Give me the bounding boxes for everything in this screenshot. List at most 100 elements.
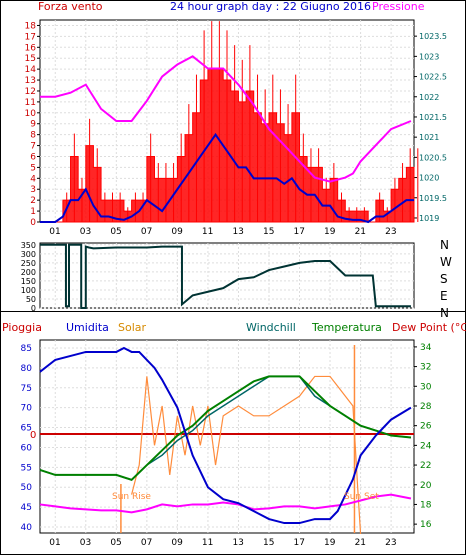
climate-panel: 40 45 50 55 60 65 70 75 80 85 16 18 20 22 24 26 28 30 32 3… (21, 339, 432, 548)
pressure-legend-label: Pressione (372, 0, 425, 13)
top-x-tick-label: 23 (385, 227, 396, 237)
top-x-axis: 01 03 05 07 09 11 13 15 17 19 21 23 (49, 227, 396, 237)
direction-plot-area (39, 242, 415, 309)
legend-humidity: Umidita (66, 321, 109, 334)
direction-left-tick-label: 0 (31, 304, 36, 313)
bottom-left-tick-label: 50 (21, 483, 33, 493)
top-right-tick-label: 1020.5 (419, 153, 447, 162)
bottom-right-tick-label: 30 (420, 382, 432, 392)
top-left-tick-label: 5 (30, 163, 36, 173)
direction-compass-label: N (440, 238, 449, 252)
bottom-right-axis: 16 18 20 22 24 26 28 30 32 34 (414, 343, 432, 530)
temperature-line (39, 375, 412, 481)
bottom-x-tick-label: 17 (294, 538, 305, 548)
bottom-right-tick-label: 28 (420, 402, 432, 412)
direction-compass-label: E (440, 289, 448, 303)
bottom-left-axis: 40 45 50 55 60 65 70 75 80 85 (21, 344, 33, 533)
bottom-series (39, 345, 414, 535)
top-x-tick-label: 17 (294, 227, 305, 237)
top-right-tick-label: 1021.5 (419, 113, 447, 122)
direction-compass-label: W (440, 255, 452, 269)
bottom-right-tick-label: 32 (420, 363, 431, 373)
bottom-right-tick-label: 26 (420, 422, 432, 432)
top-right-axis: 1019 1019.5 1020 1020.5 1021 1021.5 1022 1022.5… (414, 32, 447, 223)
top-left-tick-label: 0 (30, 218, 36, 228)
top-x-tick-label: 19 (324, 227, 336, 237)
bottom-left-tick-label: 80 (21, 364, 33, 374)
dew-point-line (39, 493, 412, 514)
direction-left-tick-label: 150 (21, 277, 36, 286)
top-right-tick-label: 1023 (419, 52, 439, 61)
bottom-left-tick-label: 40 (21, 523, 33, 533)
bottom-x-tick-label: 03 (80, 538, 91, 548)
top-left-tick-label: 17 (25, 32, 36, 42)
legend-temperature: Temperatura (311, 321, 382, 334)
top-series (40, 21, 419, 224)
bottom-left-tick-label: 45 (21, 503, 32, 513)
top-right-tick-label: 1019 (419, 214, 439, 223)
bottom-x-axis: 01 03 05 07 09 11 13 15 17 19 21 23 (49, 538, 396, 548)
bottom-grid (40, 340, 414, 533)
bottom-left-tick-label: 75 (21, 384, 32, 394)
bottom-x-tick-label: 15 (263, 538, 274, 548)
top-left-tick-label: 6 (30, 152, 36, 162)
legend-windchill: Windchill (246, 321, 296, 334)
bottom-x-tick-label: 07 (141, 538, 152, 548)
bottom-left-tick-label: 70 (21, 404, 33, 414)
bottom-right-tick-label: 18 (420, 500, 432, 510)
bottom-left-tick-label: 55 (21, 463, 32, 473)
wind-direction-line (40, 243, 411, 309)
direction-series (40, 243, 411, 309)
sunrise-annotation: Sun Rise (112, 492, 151, 502)
bottom-x-tick-label: 01 (49, 538, 60, 548)
rain-zero-label: 0 (30, 430, 36, 441)
top-left-tick-label: 3 (30, 185, 36, 195)
bottom-x-tick-label: 05 (110, 538, 121, 548)
bottom-left-tick-label: 85 (21, 344, 32, 354)
top-right-tick-label: 1022.5 (419, 73, 447, 82)
top-left-tick-label: 9 (30, 120, 36, 130)
top-x-tick-label: 09 (171, 227, 183, 237)
bottom-plot-area (39, 339, 415, 534)
bottom-right-tick-label: 22 (420, 461, 431, 471)
top-x-tick-label: 07 (141, 227, 152, 237)
direction-left-tick-label: 200 (21, 268, 36, 277)
bottom-right-tick-label: 16 (420, 520, 432, 530)
bottom-x-tick-label: 13 (232, 538, 243, 548)
top-left-tick-label: 18 (25, 21, 37, 31)
top-x-tick-label: 01 (49, 227, 60, 237)
wind-legend-label: Forza vento (38, 0, 103, 13)
bottom-x-tick-label: 23 (385, 538, 396, 548)
legend-solar: Solar (118, 321, 147, 334)
top-left-tick-label: 4 (30, 174, 36, 184)
top-x-tick-label: 15 (263, 227, 274, 237)
top-left-tick-label: 2 (30, 196, 36, 206)
top-left-tick-label: 15 (25, 54, 36, 64)
sunset-annotation: Sun Set (344, 492, 379, 502)
chart-title: 24 hour graph day : 22 Giugno 2016 (170, 0, 371, 13)
direction-left-tick-label: 300 (21, 250, 36, 259)
direction-compass-label: N (440, 306, 449, 320)
direction-left-tick-label: 250 (21, 259, 36, 268)
top-x-tick-label: 03 (80, 227, 91, 237)
top-left-tick-label: 11 (25, 98, 36, 108)
top-x-tick-label: 11 (202, 227, 213, 237)
top-right-tick-label: 1021 (419, 133, 439, 142)
top-left-tick-label: 8 (30, 131, 36, 141)
top-right-tick-label: 1020 (419, 174, 439, 183)
top-left-tick-label: 12 (25, 87, 36, 97)
top-left-tick-label: 10 (25, 109, 37, 119)
top-x-tick-label: 05 (110, 227, 121, 237)
bottom-x-tick-label: 19 (324, 538, 336, 548)
bottom-x-tick-label: 09 (171, 538, 183, 548)
top-x-tick-label: 13 (232, 227, 243, 237)
top-left-tick-label: 1 (30, 207, 36, 217)
bottom-legend: Pioggia Umidita Solar Windchill Temperat… (2, 321, 466, 334)
top-left-tick-label: 14 (25, 65, 37, 75)
direction-compass-label: S (440, 272, 448, 286)
